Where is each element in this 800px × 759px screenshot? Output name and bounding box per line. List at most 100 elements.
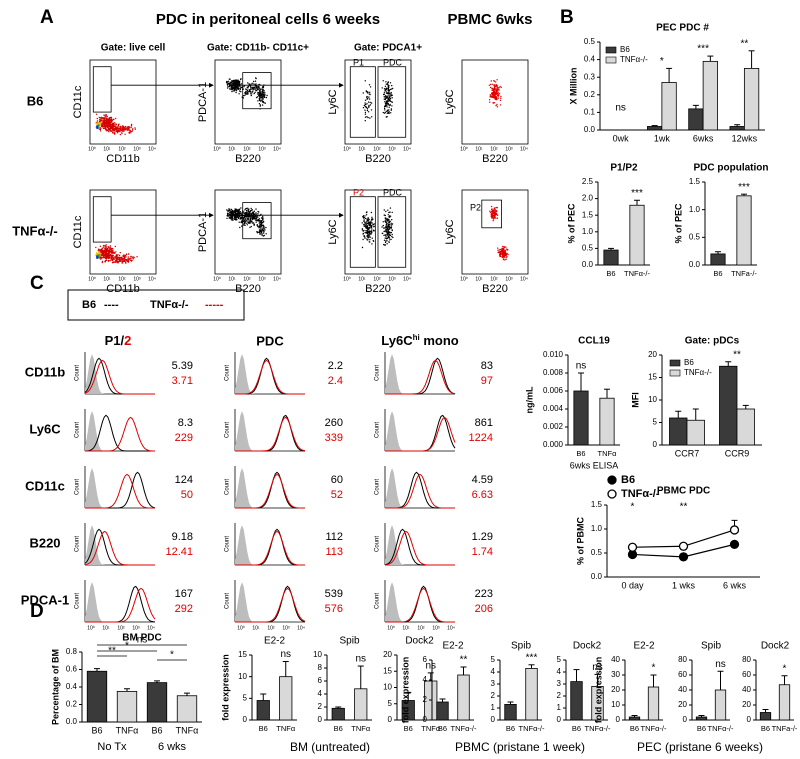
flow-dot xyxy=(122,130,124,132)
flow-dot xyxy=(495,93,497,96)
flow-tick-label: 10² xyxy=(243,146,251,152)
flow-dot xyxy=(387,109,389,112)
flow-dot xyxy=(384,101,386,103)
flow-dot xyxy=(99,257,101,259)
flow-dot xyxy=(109,128,111,130)
y-tick-label: 0.5 xyxy=(689,232,701,241)
flow-dot xyxy=(251,209,253,212)
flow-tick-label: 10¹ xyxy=(103,146,111,152)
flow-dot xyxy=(493,216,496,219)
y-tick-label: 0.4 xyxy=(66,682,78,691)
flow-dot xyxy=(384,89,386,92)
flow-dot xyxy=(388,106,390,109)
flow-dot xyxy=(387,100,389,103)
flow-tick-label: 10³ xyxy=(258,146,266,152)
flow-dot xyxy=(386,240,388,242)
x-axis-label: B220 xyxy=(365,153,391,165)
significance: ns xyxy=(137,635,148,646)
y-tick-label: 0.0 xyxy=(66,717,78,726)
flow-dot xyxy=(492,102,494,104)
flow-dot xyxy=(110,254,112,256)
flow-dot xyxy=(384,85,387,88)
flow-dot xyxy=(127,127,129,129)
flow-dot xyxy=(229,210,232,212)
chart-title: BM PDC xyxy=(122,633,161,644)
mfi-value: 52 xyxy=(331,489,343,501)
flow-dot xyxy=(262,218,264,221)
flow-dot xyxy=(389,98,392,100)
flow-dot xyxy=(104,126,107,128)
significance: *** xyxy=(697,44,709,55)
mfi-value: 12.41 xyxy=(165,546,193,558)
flow-dot xyxy=(368,84,371,86)
flow-dot xyxy=(366,232,368,234)
y-axis-label: % of PEC xyxy=(673,203,683,244)
flow-dot xyxy=(112,123,115,126)
flow-dot xyxy=(490,80,492,82)
flow-dot xyxy=(263,90,265,92)
flow-dot xyxy=(385,91,387,93)
flow-dot xyxy=(262,221,264,224)
flow-dot xyxy=(259,91,261,93)
flow-dot xyxy=(368,221,370,224)
flow-dot xyxy=(368,227,370,229)
flow-dot xyxy=(389,95,391,98)
flow-dot xyxy=(492,89,494,92)
flow-dot xyxy=(114,245,117,248)
flow-dot xyxy=(240,78,242,81)
flow-dot xyxy=(390,109,392,111)
flow-dot xyxy=(500,86,502,89)
flow-dot xyxy=(118,257,121,259)
flow-dot xyxy=(392,236,394,239)
flow-dot xyxy=(255,213,257,215)
isotype-hist xyxy=(85,525,155,565)
flow-dot xyxy=(368,96,370,98)
x-tick-label: TNFα xyxy=(276,724,296,733)
flow-dot xyxy=(363,104,366,107)
flow-dot xyxy=(250,87,252,89)
flow-dot xyxy=(387,230,390,232)
flow-dot xyxy=(391,105,393,107)
flow-dot xyxy=(95,252,98,254)
flow-dot xyxy=(106,125,108,127)
flow-dot xyxy=(247,213,249,215)
group-label: No Tx xyxy=(97,741,127,753)
flow-dot xyxy=(385,235,387,237)
y-axis-label: PDCA-1 xyxy=(197,212,209,252)
flow-dot xyxy=(496,85,499,87)
flow-dot xyxy=(250,207,252,210)
mfi-value: 4.59 xyxy=(472,474,493,486)
flow-dot xyxy=(96,253,99,255)
y-tick-label: 4 xyxy=(491,667,496,676)
flow-dot xyxy=(491,210,493,213)
flow-dot xyxy=(494,84,496,86)
flow-dot xyxy=(111,249,113,252)
flow-dot xyxy=(104,247,106,249)
flow-dot xyxy=(495,86,498,88)
flow-dot xyxy=(489,101,491,103)
flow-dot xyxy=(114,256,116,258)
flow-dot xyxy=(234,83,237,85)
mfi-value: 6.63 xyxy=(472,489,493,501)
bar xyxy=(661,82,677,131)
flow-dot xyxy=(102,257,104,259)
x-tick-label: 1 wks xyxy=(672,580,696,590)
flow-dot xyxy=(237,82,239,84)
flow-dot xyxy=(125,256,127,258)
mfi-value: 206 xyxy=(475,603,493,615)
flow-dot xyxy=(370,109,373,111)
significance: ns xyxy=(576,361,587,372)
bar xyxy=(86,670,108,723)
flow-dot xyxy=(371,228,373,230)
flow-dot xyxy=(255,208,257,210)
flow-dot xyxy=(116,128,118,130)
flow-tick-label: 10⁰ xyxy=(460,146,468,152)
count-label: Count xyxy=(375,479,381,495)
flow-dot xyxy=(387,111,389,114)
row-label: CD11c xyxy=(25,478,65,493)
flow-dot xyxy=(385,100,388,102)
flow-dot xyxy=(371,230,373,232)
flow-tick-label: 10¹ xyxy=(475,276,483,282)
flow-dot xyxy=(254,88,256,91)
y-tick-label: 0 xyxy=(747,715,752,724)
